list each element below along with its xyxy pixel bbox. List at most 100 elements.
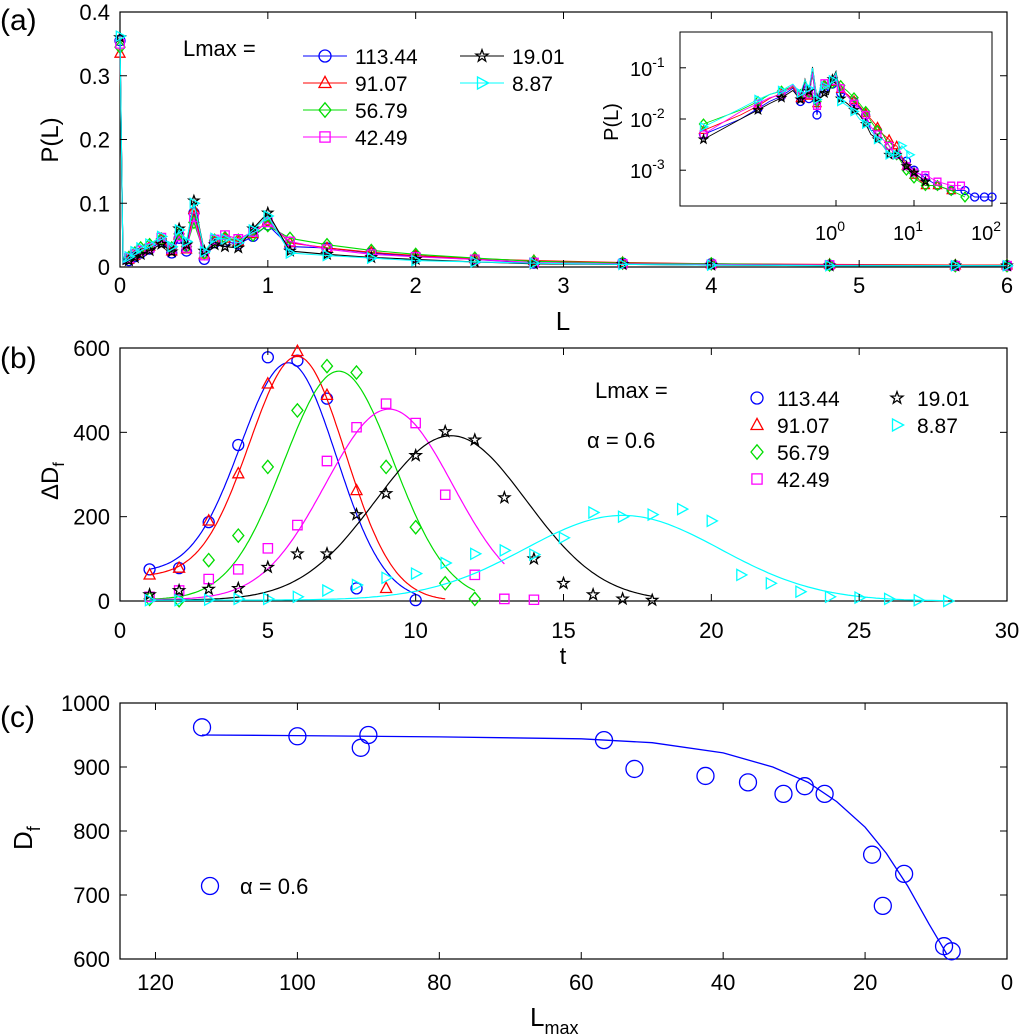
b-point-8.87 bbox=[647, 508, 660, 522]
b-xtick-label: 25 bbox=[847, 618, 871, 643]
c-point bbox=[288, 727, 307, 746]
b-point-91.07 bbox=[202, 513, 216, 526]
c-ytick-label: 700 bbox=[73, 883, 110, 908]
c-ytick-label: 800 bbox=[73, 819, 110, 844]
b-legend: 113.44 91.07 56.79 42.49 19.01 8.87 bbox=[749, 388, 970, 492]
a-legend-marker-42.49 bbox=[319, 131, 331, 143]
a-point-8.87 bbox=[706, 259, 719, 272]
b-point-56.79 bbox=[202, 552, 216, 568]
b-fit-113.44 bbox=[149, 362, 416, 595]
b-point-19.01 bbox=[467, 432, 483, 447]
b-ytick-label: 600 bbox=[73, 336, 110, 361]
c-xlabel: Lmax bbox=[530, 1002, 578, 1036]
b-point-8.87 bbox=[322, 583, 335, 598]
a-line-8.87 bbox=[119, 36, 1007, 267]
inset-point-8.87 bbox=[828, 74, 839, 85]
b-point-8.87 bbox=[736, 568, 749, 582]
axes-b bbox=[119, 347, 1008, 602]
b-point-19.01 bbox=[437, 423, 453, 438]
a-legend-label-19.01: 19.01 bbox=[512, 46, 565, 69]
a-point-19.01 bbox=[218, 239, 232, 253]
b-point-113.44 bbox=[350, 582, 363, 595]
c-ylabel: Df bbox=[8, 825, 44, 850]
a-point-8.87 bbox=[248, 223, 260, 237]
a-legend-marker-56.79 bbox=[318, 101, 332, 119]
b-point-42.49 bbox=[292, 519, 303, 531]
b-point-19.01 bbox=[556, 575, 571, 590]
b-point-113.44 bbox=[232, 438, 245, 452]
b-point-42.49 bbox=[528, 594, 540, 606]
a-ytick-label: 0.1 bbox=[79, 191, 110, 216]
c-xtick-label: 40 bbox=[711, 970, 735, 995]
a-point-56.79 bbox=[365, 243, 378, 258]
c-point bbox=[359, 725, 378, 745]
inset-point-8.87 bbox=[820, 81, 831, 92]
b-point-91.07 bbox=[231, 466, 245, 479]
a-ytick-label: 0.2 bbox=[79, 128, 110, 153]
b-xtick-label: 30 bbox=[995, 618, 1019, 643]
a-ylabel: P(L) bbox=[37, 117, 64, 162]
a-legend-marker-19.01 bbox=[474, 47, 490, 63]
plot-inset bbox=[697, 66, 997, 203]
inset-point-19.01 bbox=[900, 159, 913, 172]
axes-inset bbox=[679, 31, 993, 207]
inset-point-42.49 bbox=[956, 181, 966, 190]
b-legend-label-19.01: 19.01 bbox=[917, 388, 970, 411]
b-point-113.44 bbox=[143, 563, 156, 576]
inset-point-8.87 bbox=[777, 85, 788, 96]
b-xtick-label: 20 bbox=[699, 618, 723, 643]
inset-ytick-label: 10-1 bbox=[630, 54, 665, 81]
inset-point-8.87 bbox=[885, 149, 895, 160]
b-point-91.07 bbox=[143, 567, 157, 580]
a-point-8.87 bbox=[189, 197, 201, 210]
a-point-8.87 bbox=[950, 259, 963, 272]
b-point-56.79 bbox=[231, 527, 245, 544]
b-point-8.87 bbox=[854, 591, 867, 605]
b-point-19.01 bbox=[290, 546, 305, 560]
b-fit-42.49 bbox=[149, 408, 505, 601]
plot-b bbox=[142, 343, 956, 608]
inset-xtick-label: 100 bbox=[815, 218, 845, 245]
a-point-8.87 bbox=[825, 259, 837, 272]
inset-point-56.79 bbox=[849, 91, 859, 104]
a-point-8.87 bbox=[130, 245, 142, 258]
b-point-19.01 bbox=[201, 581, 217, 596]
b-point-8.87 bbox=[588, 505, 601, 520]
a-point-8.87 bbox=[136, 241, 148, 254]
a-point-8.87 bbox=[411, 254, 423, 267]
b-point-19.01 bbox=[260, 559, 276, 574]
b-point-8.87 bbox=[706, 514, 719, 528]
a-ytick-label: 0 bbox=[98, 255, 110, 280]
b-point-91.07 bbox=[290, 343, 304, 357]
plot-a bbox=[113, 30, 1014, 273]
inset-point-113.44 bbox=[970, 192, 980, 202]
panel-a-label: (a) bbox=[0, 4, 37, 37]
a-xtick-label: 4 bbox=[705, 273, 717, 298]
a-point-19.01 bbox=[154, 236, 169, 250]
b-point-8.87 bbox=[558, 531, 571, 545]
a-point-8.87 bbox=[124, 250, 136, 263]
b-point-8.87 bbox=[174, 593, 187, 607]
inset-point-19.01 bbox=[794, 93, 807, 105]
b-legend-marker-42.49 bbox=[751, 473, 763, 485]
inset-ylabel: P(L) bbox=[601, 103, 623, 141]
c-ytick-label: 600 bbox=[73, 947, 110, 972]
inset-point-19.01 bbox=[775, 91, 788, 103]
c-point bbox=[873, 896, 892, 916]
inset-point-42.49 bbox=[885, 141, 894, 150]
b-point-19.01 bbox=[171, 582, 187, 597]
plot-c bbox=[192, 718, 961, 961]
b-legend-label-91.07: 91.07 bbox=[777, 415, 830, 438]
b-xlabel: t bbox=[560, 643, 567, 670]
b-point-8.87 bbox=[470, 547, 483, 561]
a-xlabel: L bbox=[556, 306, 570, 336]
a-point-91.07 bbox=[527, 253, 540, 266]
b-legend-marker-8.87 bbox=[891, 417, 905, 433]
c-xtick-label: 100 bbox=[279, 970, 316, 995]
b-point-42.49 bbox=[410, 417, 421, 429]
b-point-19.01 bbox=[497, 489, 512, 505]
a-point-8.87 bbox=[156, 230, 169, 243]
b-point-56.79 bbox=[438, 575, 452, 591]
inset-point-56.79 bbox=[932, 179, 943, 192]
inset-point-42.49 bbox=[812, 101, 822, 110]
